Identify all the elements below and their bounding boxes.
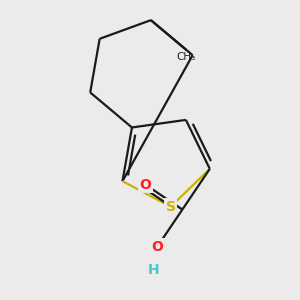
Text: O: O (152, 240, 163, 254)
Text: CH₃: CH₃ (177, 52, 196, 62)
Text: O: O (140, 178, 151, 191)
Text: S: S (166, 200, 176, 214)
Text: H: H (148, 263, 160, 277)
